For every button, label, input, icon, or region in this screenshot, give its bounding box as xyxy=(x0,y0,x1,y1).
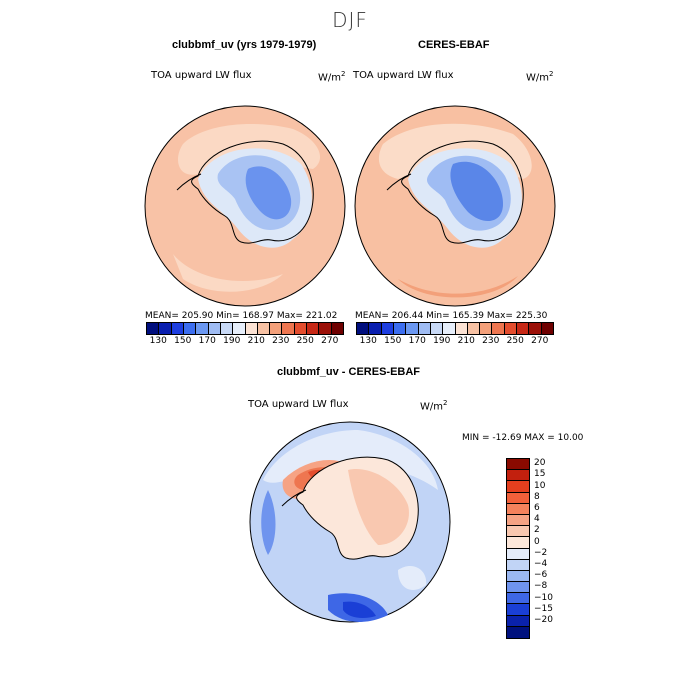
colorbar-tick-label: 0 xyxy=(534,536,540,547)
colorbar-swatch xyxy=(507,626,529,638)
panel1-title: clubbmf_uv (yrs 1979-1979) xyxy=(172,39,317,51)
colorbar-swatch xyxy=(507,582,529,594)
colorbar-tick-label: 6 xyxy=(534,503,540,513)
diff-units: W/m2 xyxy=(420,399,448,413)
colorbar-tick-label: 4 xyxy=(534,514,540,525)
colorbar-swatch xyxy=(467,323,481,334)
colorbar-swatch xyxy=(331,323,343,334)
colorbar-swatch xyxy=(245,323,258,334)
panel2-stats: MEAN= 206.44 Min= 165.39 Max= 225.30 xyxy=(355,311,548,321)
colorbar-swatch xyxy=(307,323,320,334)
colorbar-swatch xyxy=(507,492,529,504)
colorbar-tick-label: 170 xyxy=(408,336,426,346)
colorbar-swatch xyxy=(507,593,529,605)
panel1-units: W/m2 xyxy=(318,70,346,84)
colorbar-swatch xyxy=(507,604,529,616)
colorbar-swatch xyxy=(183,323,197,334)
colorbar-swatch xyxy=(480,323,493,334)
colorbar-swatch xyxy=(294,323,308,334)
colorbar-tick-label: 250 xyxy=(506,336,524,346)
diff-colorbar xyxy=(506,458,530,639)
colorbar-swatch xyxy=(406,323,419,334)
colorbar-swatch xyxy=(196,323,209,334)
colorbar-tick-label: 150 xyxy=(174,336,192,346)
diff-colorbar-labels: 20 15 10 8 6 4 2 0 −2 −4 −6 −8 −10 −15 −20 xyxy=(534,458,574,628)
colorbar-tick-label: 230 xyxy=(272,336,290,346)
colorbar-swatch xyxy=(507,537,529,549)
colorbar-swatch xyxy=(418,323,431,334)
colorbar-swatch xyxy=(507,526,529,538)
colorbar-swatch xyxy=(529,323,542,334)
colorbar-swatch xyxy=(541,323,553,334)
panel1-stats: MEAN= 205.90 Min= 168.97 Max= 221.02 xyxy=(145,311,338,321)
season-title: DJF xyxy=(332,8,368,32)
colorbar-swatch xyxy=(504,323,518,334)
colorbar-swatch xyxy=(443,323,456,334)
diff-min-max: MIN = -12.69 MAX = 10.00 xyxy=(462,433,584,443)
colorbar-tick-label: 130 xyxy=(359,336,377,346)
colorbar-tick-label: 170 xyxy=(198,336,216,346)
colorbar-tick-label: 210 xyxy=(247,336,265,346)
colorbar-tick-label: −15 xyxy=(534,603,553,614)
colorbar-swatch xyxy=(220,323,234,334)
colorbar-swatch xyxy=(430,323,444,334)
diff-title: clubbmf_uv - CERES-EBAF xyxy=(277,366,421,378)
colorbar-swatch xyxy=(257,323,271,334)
colorbar-tick-label: 230 xyxy=(482,336,500,346)
colorbar-swatch xyxy=(369,323,382,334)
colorbar-swatch xyxy=(208,323,221,334)
colorbar-swatch xyxy=(357,323,370,334)
colorbar-swatch xyxy=(282,323,295,334)
colorbar-tick-label: −4 xyxy=(534,559,548,569)
panel2-variable: TOA upward LW flux xyxy=(353,70,454,81)
panel2-colorbar xyxy=(356,322,554,335)
colorbar-swatch xyxy=(507,514,529,527)
colorbar-tick-label: 270 xyxy=(321,336,339,346)
colorbar-swatch xyxy=(507,548,529,560)
colorbar-tick-label: 190 xyxy=(433,336,451,346)
colorbar-swatch xyxy=(507,559,529,571)
panel2-units: W/m2 xyxy=(526,70,554,84)
colorbar-tick-label: 8 xyxy=(534,491,540,502)
colorbar-tick-label: −2 xyxy=(534,547,548,558)
colorbar-tick-label: 210 xyxy=(457,336,475,346)
colorbar-swatch xyxy=(393,323,407,334)
colorbar-swatch xyxy=(319,323,332,334)
colorbar-tick-label: 130 xyxy=(149,336,167,346)
colorbar-tick-label: 250 xyxy=(296,336,314,346)
panel2-map xyxy=(354,105,556,307)
colorbar-tick-label: 10 xyxy=(534,480,546,491)
colorbar-swatch xyxy=(147,323,160,334)
panel1-variable: TOA upward LW flux xyxy=(151,70,252,81)
panel1-colorbar xyxy=(146,322,344,335)
colorbar-swatch xyxy=(507,470,529,482)
colorbar-tick-label: −6 xyxy=(534,570,548,581)
diff-map xyxy=(249,421,451,623)
colorbar-tick-label: −20 xyxy=(534,615,553,625)
colorbar-swatch xyxy=(159,323,172,334)
colorbar-swatch xyxy=(507,615,529,627)
diff-variable: TOA upward LW flux xyxy=(248,399,349,410)
colorbar-swatch xyxy=(492,323,505,334)
colorbar-swatch xyxy=(270,323,283,334)
colorbar-swatch xyxy=(517,323,530,334)
colorbar-swatch xyxy=(507,481,529,493)
colorbar-tick-label: 150 xyxy=(384,336,402,346)
colorbar-tick-label: −8 xyxy=(534,581,548,592)
colorbar-swatch xyxy=(233,323,246,334)
panel2-title: CERES-EBAF xyxy=(418,39,490,51)
colorbar-tick-label: 190 xyxy=(223,336,241,346)
colorbar-tick-label: 270 xyxy=(531,336,549,346)
colorbar-swatch xyxy=(455,323,468,334)
colorbar-swatch xyxy=(507,570,529,583)
colorbar-tick-label: −10 xyxy=(534,592,553,603)
colorbar-swatch xyxy=(171,323,184,334)
panel1-map xyxy=(144,105,346,307)
colorbar-tick-label: 20 xyxy=(534,458,546,469)
colorbar-swatch xyxy=(381,323,394,334)
colorbar-swatch xyxy=(507,503,529,515)
colorbar-swatch xyxy=(507,459,529,471)
colorbar-tick-label: 2 xyxy=(534,525,540,536)
colorbar-tick-label: 15 xyxy=(534,469,546,480)
